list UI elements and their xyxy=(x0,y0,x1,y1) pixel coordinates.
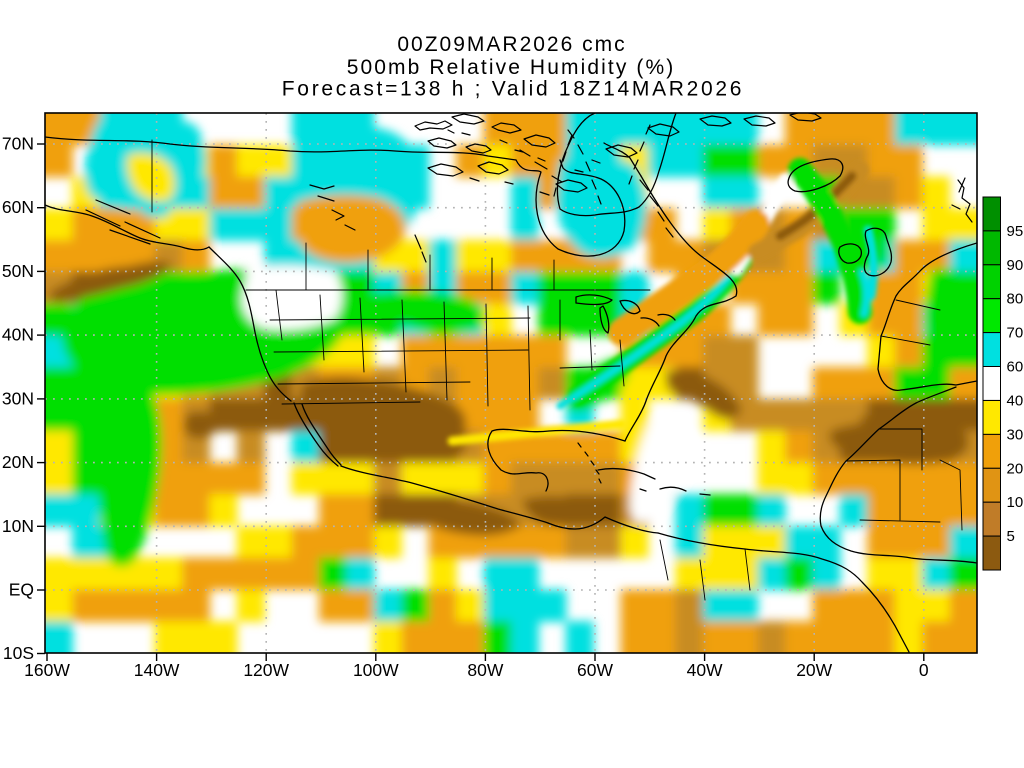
svg-text:40W: 40W xyxy=(687,660,723,680)
svg-text:70N: 70N xyxy=(2,134,34,154)
svg-text:40: 40 xyxy=(1007,393,1024,410)
svg-text:20: 20 xyxy=(1007,460,1024,477)
svg-text:0: 0 xyxy=(919,660,929,680)
svg-text:30: 30 xyxy=(1007,426,1024,443)
svg-text:80W: 80W xyxy=(467,660,503,680)
svg-text:40N: 40N xyxy=(2,325,34,345)
svg-text:20N: 20N xyxy=(2,452,34,472)
svg-text:10S: 10S xyxy=(3,643,34,663)
svg-text:80: 80 xyxy=(1007,291,1024,308)
svg-text:160W: 160W xyxy=(24,660,70,680)
svg-text:70: 70 xyxy=(1007,325,1024,342)
svg-text:90: 90 xyxy=(1007,257,1024,274)
svg-text:140W: 140W xyxy=(134,660,180,680)
svg-text:EQ: EQ xyxy=(9,580,34,600)
svg-text:Forecast=138 h ; Valid 18Z14MA: Forecast=138 h ; Valid 18Z14MAR2026 xyxy=(282,78,744,101)
svg-text:60N: 60N xyxy=(2,197,34,217)
svg-text:120W: 120W xyxy=(243,660,289,680)
svg-text:60W: 60W xyxy=(577,660,613,680)
svg-text:10N: 10N xyxy=(2,516,34,536)
svg-text:500mb Relative Humidity (%): 500mb Relative Humidity (%) xyxy=(347,56,676,79)
svg-text:20W: 20W xyxy=(796,660,832,680)
svg-text:100W: 100W xyxy=(353,660,399,680)
svg-text:00Z09MAR2026 cmc: 00Z09MAR2026 cmc xyxy=(397,33,626,56)
svg-text:10: 10 xyxy=(1007,494,1024,511)
svg-text:50N: 50N xyxy=(2,261,34,281)
svg-text:60: 60 xyxy=(1007,359,1024,376)
svg-text:5: 5 xyxy=(1007,528,1015,545)
svg-text:95: 95 xyxy=(1007,223,1024,240)
svg-text:30N: 30N xyxy=(2,388,34,408)
